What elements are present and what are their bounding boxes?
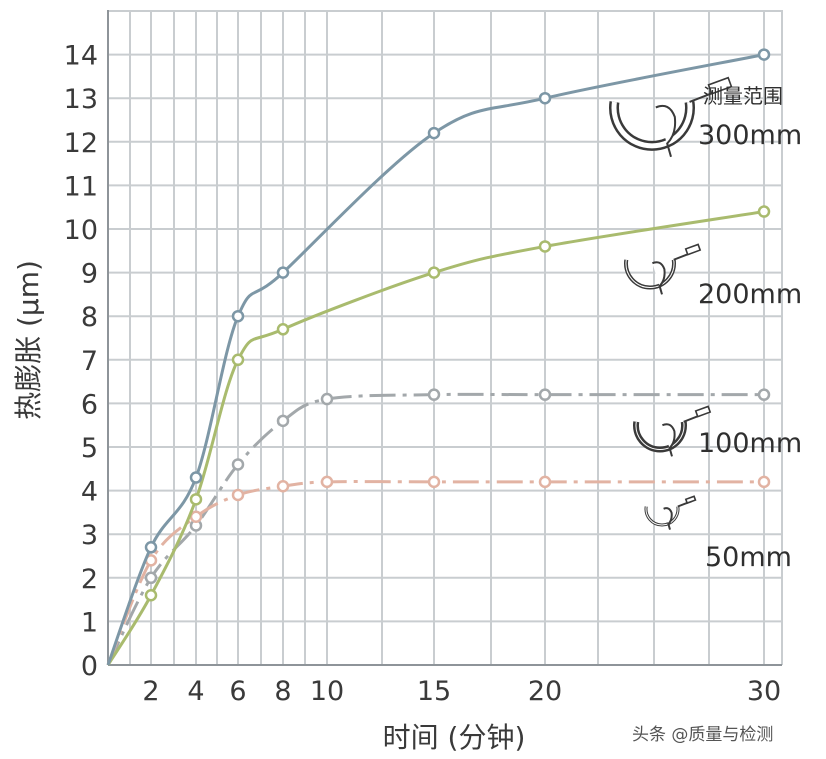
data-point [189, 471, 203, 484]
data-point [144, 541, 158, 554]
icon-layer [609, 76, 733, 530]
data-point [538, 388, 552, 401]
series-line-100mm [106, 392, 764, 666]
data-point [757, 205, 771, 218]
x-axis-title: 时间 (分钟) [383, 721, 526, 754]
y-tick-label: 6 [81, 389, 98, 420]
data-point [757, 388, 771, 401]
data-point [538, 91, 552, 105]
watermark: 头条 @质量与检测 [632, 725, 773, 745]
y-tick-label: 0 [81, 651, 98, 682]
data-point [538, 240, 552, 253]
x-tick-label: 30 [747, 676, 781, 707]
data-point [320, 392, 334, 406]
y-tick-label: 8 [81, 302, 98, 333]
data-point [320, 475, 334, 489]
data-point [276, 414, 290, 428]
y-tick-label: 3 [81, 520, 98, 551]
series-label-50mm: 50mm [705, 542, 792, 573]
y-tick-label: 13 [64, 84, 98, 115]
data-point [276, 266, 290, 279]
data-point [231, 353, 245, 367]
legend-header: 测量范围 [703, 84, 783, 108]
series-label-200mm: 200mm [698, 279, 802, 310]
data-point [757, 475, 771, 489]
micrometer-hand-icon [633, 405, 712, 457]
y-axis-title: 热膨胀 (µm) [12, 260, 45, 420]
y-tick-label: 9 [81, 259, 98, 290]
data-point [427, 475, 441, 489]
data-point [189, 510, 203, 524]
x-tick-label: 6 [229, 676, 246, 707]
y-tick-label: 7 [81, 346, 98, 377]
y-tick-label: 1 [81, 607, 98, 638]
y-tick-label: 14 [64, 41, 98, 72]
y-tick-label: 10 [64, 215, 98, 246]
y-tick-label: 4 [81, 477, 98, 508]
data-point [231, 458, 245, 471]
data-point [189, 493, 203, 506]
data-point [276, 479, 290, 493]
y-tick-label: 5 [81, 433, 98, 464]
x-tick-label: 8 [274, 676, 291, 707]
data-point [231, 488, 245, 502]
x-axis-ticks: 2 4 6 8 10 15 20 30 [142, 676, 781, 707]
y-tick-label: 12 [64, 128, 98, 159]
data-point [538, 475, 552, 489]
x-tick-label: 15 [417, 676, 451, 707]
y-tick-label: 2 [81, 564, 98, 595]
series-label-100mm: 100mm [698, 428, 802, 459]
micrometer-hand-icon [609, 76, 733, 158]
data-point [757, 48, 771, 61]
data-point [144, 588, 158, 602]
data-point [144, 571, 158, 585]
data-point [427, 388, 441, 401]
micrometer-hand-icon [624, 243, 702, 295]
data-point [427, 266, 441, 279]
data-point [231, 309, 245, 323]
x-tick-label: 2 [142, 676, 159, 707]
series-annotations: 300mm 200mm 100mm 50mm [698, 120, 802, 573]
series-label-300mm: 300mm [698, 120, 802, 151]
y-tick-label: 11 [64, 171, 98, 202]
x-tick-label: 20 [528, 676, 562, 707]
data-point [276, 323, 290, 336]
x-tick-label: 10 [310, 676, 344, 707]
chart-grid [107, 10, 783, 666]
x-tick-label: 4 [187, 676, 204, 707]
micrometer-hand-icon [644, 495, 697, 530]
chart-series [106, 48, 771, 666]
data-point [427, 126, 441, 140]
